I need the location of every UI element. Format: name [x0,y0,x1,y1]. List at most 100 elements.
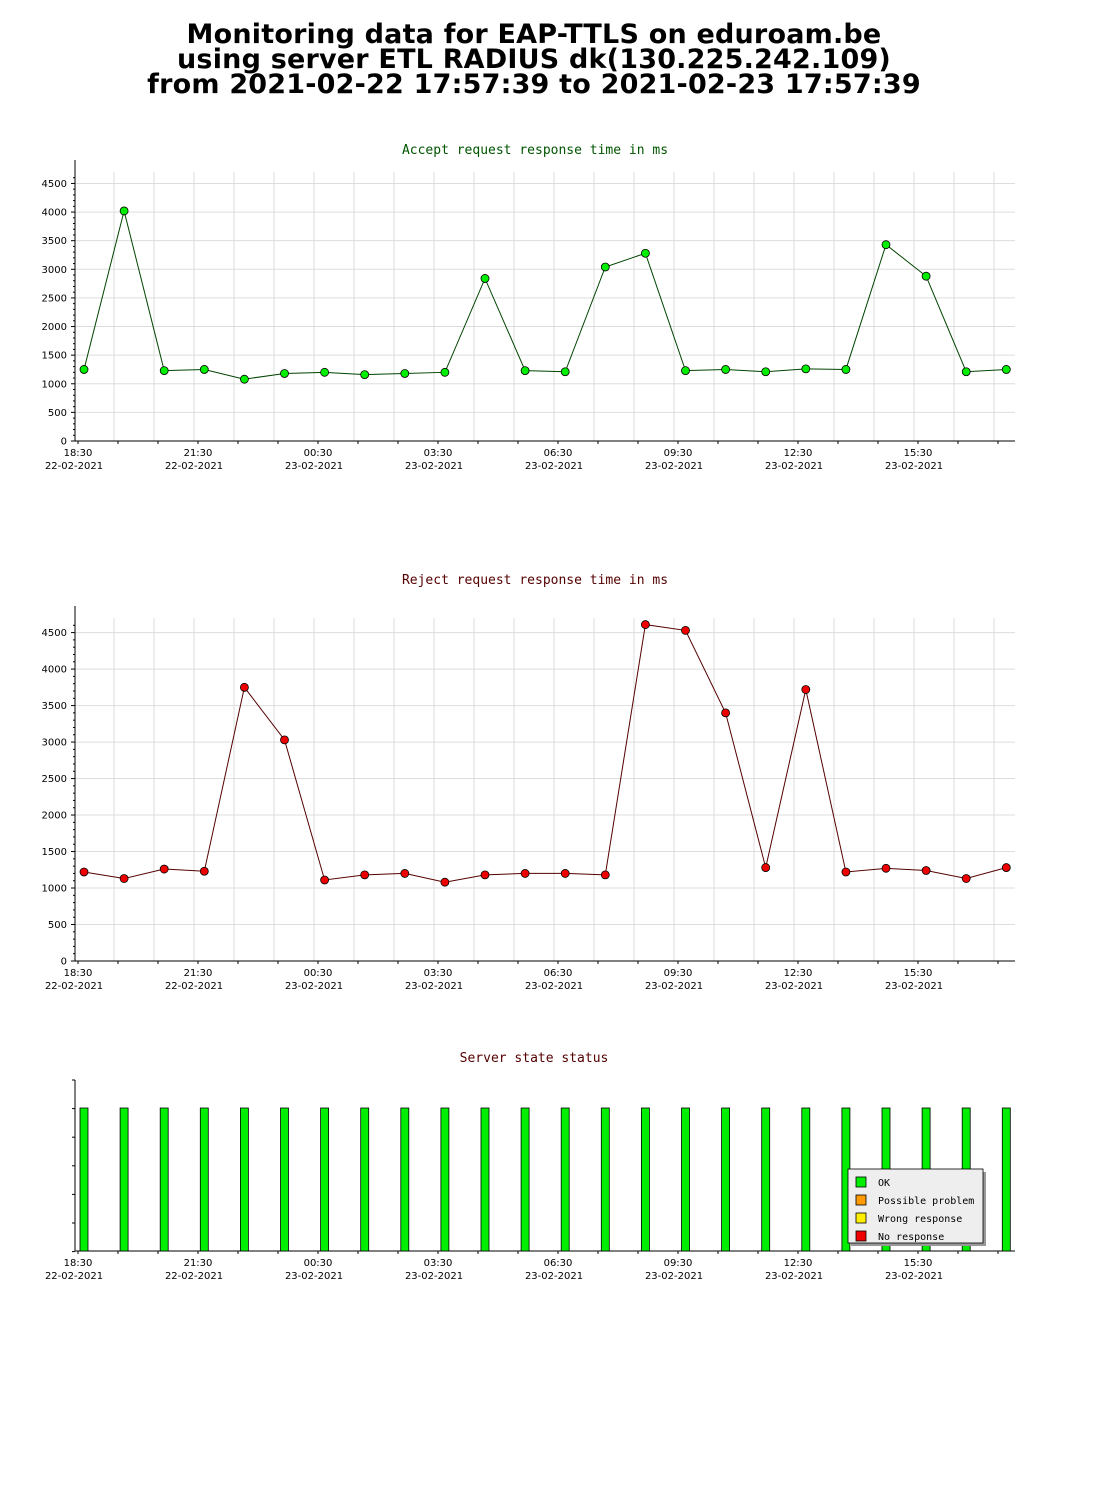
status-bar [560,1107,570,1252]
x-tick-label: 18:30 [64,448,93,459]
data-point [600,870,610,880]
status-bar [239,1107,249,1252]
chart-title: Reject request response time in ms [402,573,668,588]
data-point [400,369,410,378]
y-tick-label: 3500 [42,236,67,247]
y-tick-label: 4000 [42,665,67,676]
x-tick-label: 21:30 [184,968,213,979]
data-point [761,367,771,377]
x-tick-date: 23-02-2021 [885,461,943,472]
server-status-chart: Server state status 18:30 22-02-2021 21:30 2… [45,1051,1015,1282]
x-tick-label: 12:30 [784,448,813,459]
x-tick-label: 18:30 [64,1258,93,1269]
series-line [83,210,1007,380]
data-point [681,366,690,376]
status-bar [1001,1107,1011,1252]
status-bar [199,1107,209,1252]
x-tick-date: 22-02-2021 [165,461,223,472]
y-tick-label: 4500 [42,179,67,190]
reject-response-chart: Reject request response time in ms 0 500 10… [42,573,1015,992]
status-bar [600,1107,610,1252]
y-tick-label: 1500 [42,847,67,858]
data-point [360,370,370,380]
data-point [841,867,851,877]
x-tick-date: 22-02-2021 [165,981,223,992]
x-tick-label: 12:30 [784,968,813,979]
x-tick-date: 23-02-2021 [525,461,583,472]
data-point [761,863,771,872]
page-title: Monitoring data for EAP-TTLS on eduroam.… [0,21,1068,100]
y-tick-label: 0 [61,437,67,448]
status-bar [360,1107,370,1252]
x-tick-label: 00:30 [304,448,333,459]
series-line [83,624,1007,883]
data-point [681,626,690,635]
data-point [199,866,209,876]
data-point [881,863,891,873]
y-tick-label: 2000 [42,811,67,822]
data-point [400,869,410,878]
x-tick-label: 15:30 [904,448,933,459]
x-tick-date: 23-02-2021 [525,981,583,992]
data-point [921,866,931,875]
legend-box [847,1168,984,1244]
y-tick-label: 1000 [42,379,67,390]
data-point [1001,863,1011,872]
data-point [480,274,490,283]
data-point [801,685,811,694]
x-tick-date: 23-02-2021 [405,1271,463,1282]
status-bar [681,1107,690,1252]
x-tick-label: 06:30 [544,968,573,979]
data-point [921,271,931,281]
status-bar [641,1107,650,1252]
page-title-line-3: from 2021-02-22 17:57:39 to 2021-02-23 1… [147,69,921,100]
data-point [119,206,129,216]
status-bar [400,1107,410,1252]
x-tick-label: 15:30 [904,1258,933,1269]
data-point [440,367,450,377]
data-point [520,366,530,376]
legend-swatch [855,1230,867,1242]
data-point [961,874,971,883]
data-point [79,867,89,877]
x-tick-date: 22-02-2021 [45,1271,103,1282]
page-title-line-2: using server ETL RADIUS dk(130.225.242.1… [177,44,891,75]
y-tick-label: 4000 [42,208,67,219]
data-point [199,365,209,374]
status-bar [440,1107,450,1252]
x-tick-date: 23-02-2021 [405,461,463,472]
x-tick-label: 03:30 [424,448,453,459]
y-tick-label: 0 [61,957,67,968]
status-bar [801,1107,811,1252]
chart-title: Accept request response time in ms [402,143,668,158]
x-tick-date: 23-02-2021 [885,981,943,992]
x-tick-label: 21:30 [184,1258,213,1269]
x-tick-date: 23-02-2021 [885,1271,943,1282]
status-bar [119,1107,129,1252]
y-tick-label: 3000 [42,738,67,749]
y-tick-label: 500 [48,920,67,931]
status-bar [721,1107,730,1252]
data-point [239,374,249,384]
data-point [600,262,610,272]
data-point [440,877,450,887]
status-bar [320,1107,330,1252]
x-tick-date: 23-02-2021 [285,981,343,992]
x-tick-label: 03:30 [424,1258,453,1269]
data-point [560,367,570,377]
x-tick-date: 23-02-2021 [285,1271,343,1282]
y-tick-label: 1500 [42,351,67,362]
status-bar [79,1107,89,1252]
x-tick-date: 23-02-2021 [765,1271,823,1282]
y-tick-label: 3000 [42,265,67,276]
y-tick-label: 2500 [42,293,67,304]
data-point [801,364,811,374]
status-bar [280,1107,289,1252]
y-tick-label: 1000 [42,884,67,895]
x-tick-date: 23-02-2021 [645,981,703,992]
accept-response-chart: Accept request response time in ms 0 500 10… [42,143,1015,472]
status-bar [480,1107,490,1252]
x-tick-label: 09:30 [664,448,693,459]
y-tick-label: 4500 [42,628,67,639]
data-point [119,874,129,883]
